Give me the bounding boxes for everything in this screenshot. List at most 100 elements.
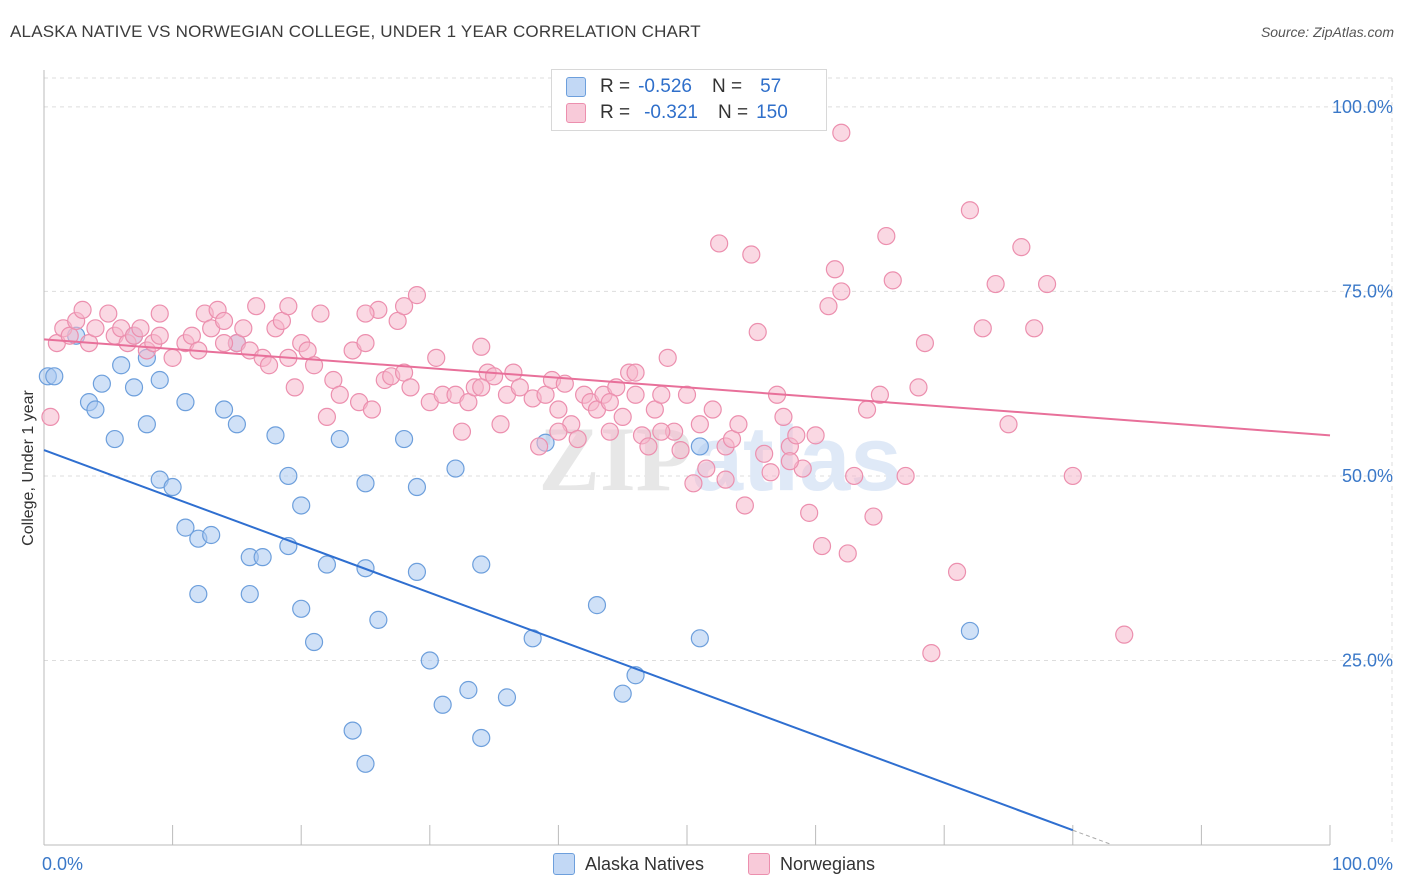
norwegian-point (362, 400, 382, 419)
norwegian-point (658, 348, 677, 367)
norwegian-point (247, 297, 266, 316)
norwegian-point (677, 385, 697, 404)
norwegian-point (639, 437, 658, 456)
alaska-native-point (343, 721, 362, 740)
axis-layer (43, 70, 1331, 846)
legend-swatch-pink (566, 103, 586, 123)
norwegian-point (761, 463, 780, 482)
norwegian-point (1037, 274, 1057, 294)
y-axis-label: College, Under 1 year (20, 390, 37, 546)
norwegian-point (800, 503, 819, 522)
alaska-native-point (459, 680, 478, 700)
norwegian-point (568, 429, 587, 449)
norwegian-point (330, 385, 349, 404)
norwegian-point (150, 326, 169, 345)
y-tick-label: 50.0% (1342, 466, 1393, 486)
norwegian-point (870, 385, 890, 404)
norwegian-point (150, 304, 169, 323)
x-tick-label-min: 0.0% (42, 854, 83, 874)
alaska-native-point (227, 415, 246, 434)
norwegian-point (356, 304, 375, 323)
trend-layer (43, 338, 1331, 845)
norwegian-point (947, 562, 967, 582)
alaska-native-point (497, 688, 517, 707)
norwegian-point (973, 319, 992, 338)
bottom-legend-label: Alaska Natives (585, 853, 705, 874)
legend-n-label: N = (717, 102, 749, 123)
alaska-native-point (92, 374, 111, 393)
alaska-native-point (960, 621, 980, 641)
norwegian-point (600, 422, 619, 441)
norwegian-point (671, 441, 690, 460)
alaska-native-point (240, 584, 259, 604)
bottom-legend-norwegians: Norwegians (748, 852, 875, 876)
legend-n-value: 57 (760, 76, 782, 97)
alaska-native-point (150, 370, 169, 390)
alaska-native-point (214, 400, 234, 419)
norwegian-point (613, 407, 632, 427)
alaska-native-point (163, 477, 182, 497)
norwegian-point (530, 437, 549, 456)
y-tick-label: 75.0% (1342, 281, 1393, 301)
norwegian-point (883, 271, 902, 290)
legend-r-label: R = (600, 76, 631, 97)
alaska-native-point (407, 562, 427, 582)
norwegian-point (729, 415, 748, 434)
alaska-native-point (202, 525, 221, 545)
alaska-native-point (45, 367, 64, 386)
norwegian-point (99, 304, 118, 323)
alaska-native-point (124, 378, 144, 397)
norwegian-point (774, 407, 793, 427)
labels-layer: 25.0% 50.0% 75.0% 100.0% 0.0% 100.0% College, … (20, 97, 1393, 874)
norwegian-point (716, 470, 735, 489)
alaska-native-point (292, 599, 311, 618)
bottom-legend-label: Norwegians (780, 853, 876, 874)
norwegian-point (819, 297, 838, 316)
norwegian-point (41, 407, 60, 427)
norwegian-point (549, 400, 568, 419)
norwegian-point (864, 507, 883, 526)
norwegian-point (472, 337, 491, 356)
norwegian-point (259, 356, 279, 375)
alaska-native-point (317, 555, 337, 574)
norwegians-trendline (43, 338, 1331, 437)
norwegian-point (356, 333, 375, 353)
chart-title: ALASKA NATIVE VS NORWEGIAN COLLEGE, UNDE… (10, 22, 701, 41)
norwegian-point (1012, 238, 1031, 257)
alaska-native-point (433, 695, 452, 714)
norwegian-point (304, 356, 324, 375)
y-tick-label: 100.0% (1332, 97, 1393, 117)
norwegian-point (986, 274, 1005, 294)
norwegian-point (86, 319, 105, 338)
alaska-native-point (356, 754, 375, 773)
norwegian-point (285, 378, 304, 397)
alaska-native-point (330, 429, 349, 449)
norwegian-point (401, 378, 420, 397)
norwegian-point (690, 415, 709, 434)
norwegian-point (684, 474, 703, 493)
alaska-native-point (266, 426, 285, 445)
alaska-native-point (189, 584, 208, 604)
norwegian-point (452, 422, 472, 441)
alaska-native-point (292, 496, 311, 515)
alaska-native-point (394, 429, 414, 449)
norwegian-point (915, 333, 935, 353)
legend-n-value: 150 (756, 102, 788, 123)
norwegian-point (845, 466, 864, 486)
alaska-native-point (176, 393, 195, 412)
alaska-native-point (472, 728, 491, 748)
norwegian-point (710, 234, 729, 253)
legend-n-label: N = (711, 76, 743, 97)
bottom-legend-alaska-natives: Alaska Natives (553, 852, 704, 876)
alaska-native-point (112, 356, 131, 375)
chart-source: Source: ZipAtlas.com (1260, 24, 1394, 40)
norwegian-point (787, 426, 806, 445)
alaska-native-point (304, 632, 324, 652)
norwegian-point (317, 407, 337, 427)
alaska-native-point (176, 518, 195, 537)
alaska-native-point (587, 596, 607, 615)
norwegian-point (896, 466, 915, 486)
alaska-native-point (279, 466, 298, 486)
alaska-native-point (369, 610, 388, 629)
